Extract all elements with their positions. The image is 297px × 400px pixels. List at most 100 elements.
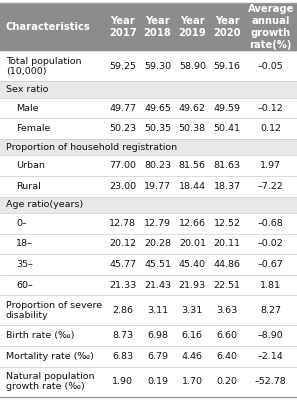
Bar xyxy=(0,367,297,397)
Text: –0.05: –0.05 xyxy=(258,62,284,71)
Text: Sex ratio: Sex ratio xyxy=(6,85,48,94)
Text: Total population
(10,000): Total population (10,000) xyxy=(6,57,81,76)
Text: Age ratio(years): Age ratio(years) xyxy=(6,200,83,209)
Text: 59.30: 59.30 xyxy=(144,62,171,71)
Text: 4.46: 4.46 xyxy=(182,352,203,361)
Text: 49.65: 49.65 xyxy=(144,104,171,113)
Text: 12.66: 12.66 xyxy=(179,219,206,228)
Text: 45.51: 45.51 xyxy=(144,260,171,269)
Bar xyxy=(0,51,297,82)
Text: 35–: 35– xyxy=(16,260,33,269)
Text: 58.90: 58.90 xyxy=(179,62,206,71)
Bar xyxy=(0,98,297,118)
Text: –52.78: –52.78 xyxy=(255,377,287,386)
Bar xyxy=(0,82,297,98)
Text: 45.77: 45.77 xyxy=(109,260,136,269)
Text: 22.51: 22.51 xyxy=(214,280,241,290)
Text: 0.20: 0.20 xyxy=(217,377,238,386)
Bar xyxy=(0,3,297,51)
Bar xyxy=(0,234,297,254)
Text: Mortality rate (‰): Mortality rate (‰) xyxy=(6,352,94,361)
Text: 3.63: 3.63 xyxy=(217,306,238,315)
Bar xyxy=(0,118,297,139)
Text: 49.59: 49.59 xyxy=(214,104,241,113)
Text: Average
annual
growth
rate(%): Average annual growth rate(%) xyxy=(247,4,294,50)
Text: Male: Male xyxy=(16,104,39,113)
Text: –0.02: –0.02 xyxy=(258,240,284,248)
Bar xyxy=(0,275,297,295)
Text: –2.14: –2.14 xyxy=(258,352,284,361)
Text: Proportion of severe
disability: Proportion of severe disability xyxy=(6,301,102,320)
Text: 59.16: 59.16 xyxy=(214,62,241,71)
Bar xyxy=(0,139,297,156)
Text: 50.23: 50.23 xyxy=(109,124,136,133)
Text: 0.19: 0.19 xyxy=(147,377,168,386)
Text: 12.52: 12.52 xyxy=(214,219,241,228)
Text: 20.12: 20.12 xyxy=(109,240,136,248)
Text: 6.16: 6.16 xyxy=(182,331,203,340)
Bar xyxy=(0,295,297,326)
Text: 12.79: 12.79 xyxy=(144,219,171,228)
Text: Year
2017: Year 2017 xyxy=(109,16,137,38)
Text: 3.31: 3.31 xyxy=(182,306,203,315)
Text: 44.86: 44.86 xyxy=(214,260,241,269)
Text: 23.00: 23.00 xyxy=(109,182,136,191)
Text: 19.77: 19.77 xyxy=(144,182,171,191)
Text: 0.12: 0.12 xyxy=(260,124,281,133)
Text: 50.41: 50.41 xyxy=(214,124,241,133)
Text: Natural population
growth rate (‰): Natural population growth rate (‰) xyxy=(6,372,94,392)
Bar xyxy=(0,197,297,213)
Text: –0.68: –0.68 xyxy=(258,219,284,228)
Text: 6.60: 6.60 xyxy=(217,331,238,340)
Text: 18–: 18– xyxy=(16,240,33,248)
Text: 1.70: 1.70 xyxy=(182,377,203,386)
Text: 81.56: 81.56 xyxy=(179,161,206,170)
Text: Birth rate (‰): Birth rate (‰) xyxy=(6,331,75,340)
Text: 12.78: 12.78 xyxy=(109,219,136,228)
Text: 50.38: 50.38 xyxy=(179,124,206,133)
Text: 21.93: 21.93 xyxy=(179,280,206,290)
Text: 6.98: 6.98 xyxy=(147,331,168,340)
Bar xyxy=(0,156,297,176)
Text: Female: Female xyxy=(16,124,50,133)
Text: –7.22: –7.22 xyxy=(258,182,284,191)
Text: 3.11: 3.11 xyxy=(147,306,168,315)
Text: 20.28: 20.28 xyxy=(144,240,171,248)
Text: 1.81: 1.81 xyxy=(260,280,281,290)
Text: Year
2020: Year 2020 xyxy=(213,16,241,38)
Text: 81.63: 81.63 xyxy=(214,161,241,170)
Text: 8.73: 8.73 xyxy=(112,331,133,340)
Text: 21.33: 21.33 xyxy=(109,280,136,290)
Bar xyxy=(0,176,297,197)
Text: Urban: Urban xyxy=(16,161,45,170)
Text: 1.90: 1.90 xyxy=(112,377,133,386)
Text: 1.97: 1.97 xyxy=(260,161,281,170)
Text: 18.37: 18.37 xyxy=(214,182,241,191)
Text: 2.86: 2.86 xyxy=(112,306,133,315)
Text: 18.44: 18.44 xyxy=(179,182,206,191)
Text: 49.62: 49.62 xyxy=(179,104,206,113)
Bar xyxy=(0,326,297,346)
Text: Year
2019: Year 2019 xyxy=(178,16,206,38)
Text: Proportion of household registration: Proportion of household registration xyxy=(6,143,177,152)
Text: 80.23: 80.23 xyxy=(144,161,171,170)
Bar xyxy=(0,346,297,367)
Text: 50.35: 50.35 xyxy=(144,124,171,133)
Text: 6.83: 6.83 xyxy=(112,352,133,361)
Text: –0.12: –0.12 xyxy=(258,104,284,113)
Text: 77.00: 77.00 xyxy=(109,161,136,170)
Text: 59.25: 59.25 xyxy=(109,62,136,71)
Text: –0.67: –0.67 xyxy=(258,260,284,269)
Text: 60–: 60– xyxy=(16,280,33,290)
Bar xyxy=(0,213,297,234)
Text: 6.40: 6.40 xyxy=(217,352,238,361)
Text: 6.79: 6.79 xyxy=(147,352,168,361)
Text: Year
2018: Year 2018 xyxy=(144,16,171,38)
Text: Rural: Rural xyxy=(16,182,41,191)
Text: 20.11: 20.11 xyxy=(214,240,241,248)
Text: 8.27: 8.27 xyxy=(260,306,281,315)
Text: Characteristics: Characteristics xyxy=(6,22,91,32)
Text: 49.77: 49.77 xyxy=(109,104,136,113)
Text: 21.43: 21.43 xyxy=(144,280,171,290)
Text: –8.90: –8.90 xyxy=(258,331,284,340)
